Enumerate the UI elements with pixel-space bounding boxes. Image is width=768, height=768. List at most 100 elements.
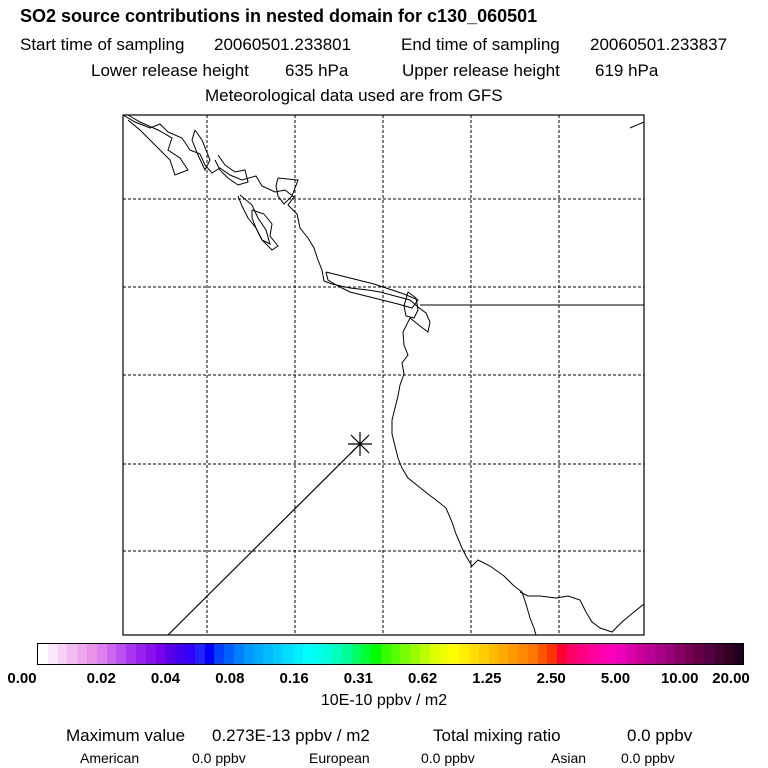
colorbar-swatch [302,644,313,664]
colorbar-swatch [537,644,548,664]
colorbar-swatch [469,644,479,664]
colorbar-swatch [380,644,391,664]
coastlines [122,114,645,636]
colorbar-swatch [106,644,117,664]
colorbar-tick-label: 0.02 [86,670,116,687]
colorbar-swatch [253,644,264,664]
colorbar-swatch [645,644,656,664]
release-marker-icon [348,432,372,456]
colorbar-swatch [341,644,352,664]
colorbar-swatch [410,644,421,664]
colorbar-swatch [273,644,283,664]
colorbar-swatch [38,644,48,664]
colorbar-swatch [439,644,450,664]
upper-release-value: 619 hPa [595,61,659,80]
colorbar-swatch [322,644,332,664]
colorbar-swatch [292,644,303,664]
start-time-label: Start time of sampling [20,35,185,54]
colorbar-tick-label: 0.62 [408,670,438,687]
colorbar-tick-label: 1.25 [472,670,502,687]
coastline-main [122,114,537,636]
colorbar-swatch [224,644,234,664]
colorbar-swatch [400,644,411,664]
lower-release-value: 635 hPa [285,61,349,80]
colorbar-swatch [243,644,254,664]
plot-title: SO2 source contributions in nested domai… [20,6,538,26]
coastline-island-2 [251,209,279,251]
colorbar-swatch [557,644,568,664]
colorbar-swatch [449,644,460,664]
colorbar-swatch [371,644,381,664]
colorbar-tick-label: 0.00 [7,670,37,687]
colorbar-swatch [723,644,734,664]
colorbar-swatch [312,644,323,664]
colorbar-swatch [704,644,714,664]
colorbar-swatch [175,644,185,664]
coastline-inlet-4 [237,194,271,245]
colorbar-swatch [86,644,97,664]
colorbar-swatch [713,644,724,664]
total-mixing-label: Total mixing ratio [433,726,561,745]
colorbar-tick-label: 0.31 [343,670,373,687]
colorbar-swatch [655,644,665,664]
colorbar-swatch [184,644,195,664]
map-gridlines [123,115,644,635]
colorbar-tick-label: 20.00 [712,670,750,687]
colorbar-swatch [165,644,176,664]
coastline-island-1 [275,177,299,205]
colorbar-swatch [518,644,528,664]
colorbar-swatch [420,644,430,664]
coastline-bay [519,591,645,633]
coastline-sound [403,291,419,319]
colorbar-swatch [233,644,244,664]
map-frame [122,114,645,636]
colorbar-swatch [459,644,470,664]
coastline-inlet-2 [191,129,211,172]
colorbar-swatch [596,644,607,664]
total-mixing-value: 0.0 ppbv [627,726,693,745]
asian-value: 0.0 ppbv [621,750,675,766]
coastline-strait [325,271,419,309]
colorbar-swatch [586,644,597,664]
colorbar-unit: 10E-10 ppbv / m2 [320,692,448,709]
colorbar-tick-label: 0.16 [279,670,309,687]
start-time-value: 20060501.233801 [214,35,352,54]
asian-label: Asian [551,750,587,766]
colorbar-swatch [547,644,558,664]
end-time-value: 20060501.233837 [590,35,728,54]
colorbar-swatch [351,644,362,664]
max-value: 0.273E-13 ppbv / m2 [212,726,370,745]
colorbar-tick-label: 0.04 [150,670,181,687]
colorbar-swatch [527,644,538,664]
coastline-corner [629,121,645,129]
colorbar-swatch [488,644,499,664]
european-label: European [309,750,370,766]
colorbar-swatch [194,644,205,664]
colorbar-swatch [126,644,136,664]
colorbar-swatch [635,644,646,664]
colorbar-swatch [47,644,58,664]
colorbar-swatch [606,644,617,664]
colorbar-swatch [282,644,293,664]
colorbar-swatch [135,644,146,664]
colorbar-swatch [625,644,636,664]
colorbar-swatch [733,644,744,664]
colorbar-swatch [204,644,215,664]
colorbar-swatch [67,644,78,664]
colorbar-swatch [665,644,675,664]
colorbar-tick-label: 0.08 [215,670,245,687]
colorbar-swatch [390,644,401,664]
colorbar-swatch [145,644,156,664]
max-value-label: Maximum value [66,726,186,745]
colorbar-swatch [57,644,68,664]
colorbar-swatch [674,644,685,664]
end-time-label: End time of sampling [401,35,560,54]
lower-release-label: Lower release height [91,61,249,80]
colorbar-swatch [214,644,225,664]
colorbar-swatch [96,644,107,664]
colorbar-swatch [616,644,626,664]
colorbar-tick-label: 5.00 [600,670,631,687]
met-data-note: Meteorological data used are from GFS [205,86,503,105]
european-value: 0.0 ppbv [421,750,475,766]
colorbar-tick-label: 10.00 [660,670,699,687]
